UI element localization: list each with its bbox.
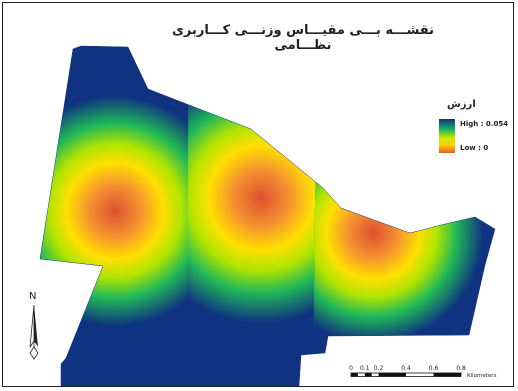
- north-label: N: [29, 291, 37, 302]
- legend-color-ramp: [439, 119, 455, 153]
- scale-tick-label: 0.8: [456, 365, 466, 372]
- legend-low-label: Low : 0: [460, 144, 489, 152]
- scale-tick-label: 0: [349, 365, 353, 372]
- legend-title: ارزش: [447, 99, 476, 110]
- north-arrow-icon: [29, 304, 39, 360]
- scale-tick-label: 0.2: [373, 365, 384, 372]
- scale-bar: 0 0.1 0.2 0.4 0.6 0.8 Kilometers: [343, 365, 513, 385]
- legend-high-label: High : 0.054: [460, 120, 509, 128]
- north-arrow: N: [27, 291, 47, 360]
- scale-bar-graphic: [350, 372, 462, 377]
- scale-tick-label: 0.4: [401, 365, 411, 372]
- study-area-outline: [39, 45, 496, 386]
- map-title: نقشـــه بـــی مقیـــاس وزنـــی کـــاربری…: [171, 23, 435, 53]
- scale-tick-label: 0.1: [359, 365, 370, 372]
- scale-unit: Kilometers: [467, 373, 497, 379]
- weighted-raster-map: [39, 45, 496, 386]
- map-frame: نقشـــه بـــی مقیـــاس وزنـــی کـــاربری…: [2, 2, 514, 387]
- raster-surface: [40, 46, 495, 386]
- scale-tick-label: 0.6: [428, 365, 439, 372]
